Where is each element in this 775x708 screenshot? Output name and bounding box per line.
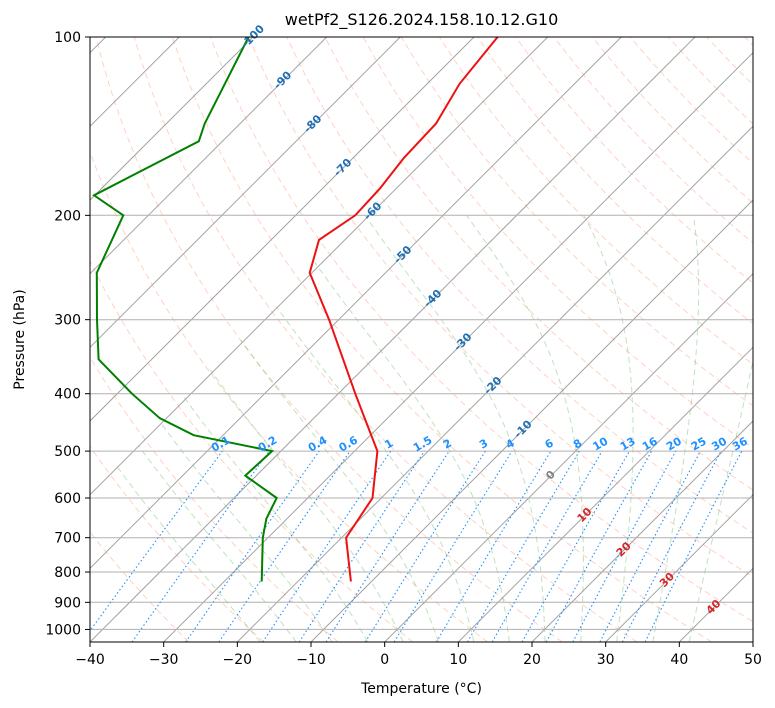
y-tick-label: 900: [54, 595, 81, 611]
isotherm-line: [605, 493, 753, 642]
x-tick-label: 10: [449, 652, 467, 668]
mixing-ratio-line: [185, 450, 320, 642]
y-tick-label: 800: [54, 565, 81, 581]
dry-adiabat: [706, 37, 753, 86]
x-tick-label: 0: [380, 652, 389, 668]
y-axis-label: Pressure (hPa): [12, 289, 28, 389]
mixing-ratio-line: [644, 450, 743, 642]
isotherm-line: [90, 37, 549, 496]
dry-adiabat: [324, 37, 753, 491]
mixing-ratio-line: [393, 450, 513, 642]
moist-adiabat: [138, 445, 297, 642]
moist-adiabat: [275, 306, 475, 642]
moist-adiabat: [364, 215, 546, 642]
dry-adiabat: [90, 445, 264, 642]
mixing-ratio-line: [131, 450, 270, 642]
dry-adiabat: [515, 37, 753, 284]
dry-adiabat: [553, 37, 753, 244]
x-tick-label: −20: [223, 652, 253, 668]
x-tick-label: 20: [523, 652, 541, 668]
moist-adiabat: [583, 215, 634, 642]
isotherm-label: -90: [271, 68, 294, 91]
dry-adiabat: [171, 37, 712, 642]
isotherm-line: [457, 346, 753, 642]
mixing-ratio-line: [218, 450, 351, 642]
temperature-profile: [308, 37, 499, 582]
y-tick-label: 100: [54, 30, 81, 46]
mixing-ratio-line: [90, 450, 223, 632]
y-tick-label: 300: [54, 313, 81, 329]
moist-adiabat: [466, 215, 584, 642]
moist-adiabat: [240, 340, 439, 642]
dry-adiabat: [90, 531, 190, 642]
y-tick-label: 700: [54, 531, 81, 547]
x-tick-label: 50: [744, 652, 762, 668]
dry-adiabat: [90, 259, 414, 642]
mixing-ratio-line: [599, 450, 701, 642]
x-tick-label: −30: [149, 652, 179, 668]
mixing-ratio-line: [364, 450, 486, 642]
mixing-ratio-label: 2: [441, 437, 454, 452]
moist-adiabat: [116, 465, 261, 642]
isotherm-line: [678, 567, 753, 642]
mixing-ratio-label: 3: [477, 437, 490, 452]
dry-adiabat: [133, 37, 638, 642]
moist-adiabat: [652, 215, 700, 642]
moist-adiabat: [183, 396, 369, 642]
x-axis-label: Temperature (°C): [360, 681, 482, 697]
dry-adiabat: [90, 356, 339, 642]
dewpoint-profile: [92, 37, 278, 582]
y-tick-label: 400: [54, 387, 81, 403]
isotherm-line: [90, 37, 475, 422]
moist-adiabat: [159, 420, 333, 642]
isotherm-line: [90, 37, 622, 570]
isotherm-line: [310, 199, 753, 642]
isotherm-label: 0: [543, 468, 558, 483]
isotherm-line: [90, 37, 254, 201]
isotherm-line: [90, 37, 401, 349]
mixing-ratio-label: 4: [504, 436, 517, 451]
dry-adiabat: [744, 37, 753, 47]
dry-adiabat: [95, 37, 563, 642]
mixing-ratio-line: [262, 450, 392, 642]
dry-adiabat: [668, 37, 753, 125]
mixing-ratio-line: [435, 450, 552, 642]
isotherm-line: [384, 272, 753, 642]
y-tick-label: 600: [54, 491, 81, 507]
y-tick-label: 500: [54, 444, 81, 460]
isotherm-line: [90, 37, 328, 275]
moist-adiabat: [688, 358, 753, 642]
mixing-ratio-line: [545, 450, 653, 642]
chart-title: wetPf2_S126.2024.158.10.12.G10: [284, 10, 559, 29]
isotherm-line: [90, 37, 696, 642]
isotherm-line: [163, 51, 753, 642]
isotherm-line: [531, 420, 753, 642]
mixing-ratio-line: [572, 450, 677, 642]
mixing-ratio-line: [298, 450, 425, 642]
dry-adiabat: [90, 150, 488, 642]
x-tick-label: 40: [670, 652, 688, 668]
y-tick-label: 1000: [45, 622, 81, 638]
dry-adiabat: [286, 37, 753, 534]
x-tick-label: −10: [296, 652, 326, 668]
dry-adiabat: [210, 37, 753, 623]
dry-adiabat: [248, 37, 753, 578]
mixing-ratio-line: [325, 450, 450, 642]
x-tick-label: −40: [75, 652, 105, 668]
y-tick-label: 200: [54, 208, 81, 224]
x-tick-label: 30: [597, 652, 615, 668]
mixing-ratio-label: 6: [543, 436, 556, 451]
plot-frame: [89, 36, 754, 643]
mixing-ratio-line: [521, 450, 630, 642]
isotherm-line: [752, 641, 753, 642]
moist-adiabat: [210, 369, 404, 642]
isotherm-line: [236, 125, 753, 642]
